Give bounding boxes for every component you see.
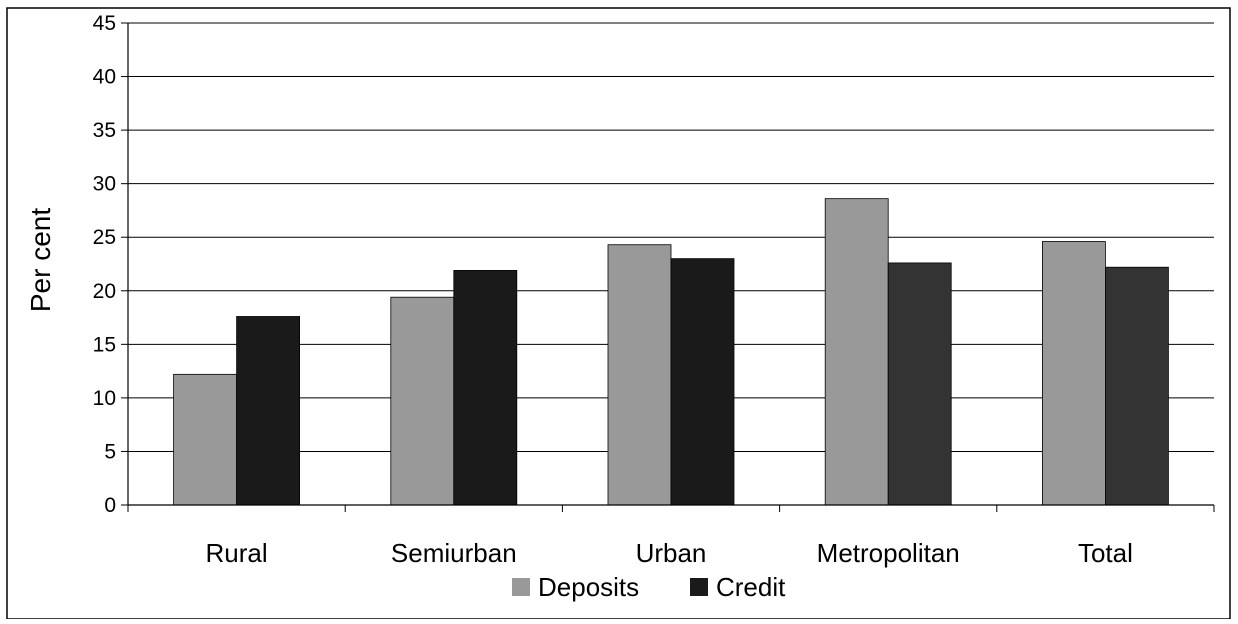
y-tick-label: 45 [93, 12, 116, 35]
y-tick-label: 40 [93, 66, 116, 89]
bar-deposits-rural [174, 374, 237, 505]
y-tick-label: 15 [93, 333, 116, 356]
y-tick-label: 30 [93, 173, 116, 196]
bar-credit-metropolitan [888, 263, 951, 505]
x-category-label: Semiurban [391, 538, 517, 568]
legend-swatch-credit [690, 578, 708, 596]
y-axis-title: Per cent [25, 208, 56, 312]
y-tick-label: 35 [93, 119, 116, 142]
x-category-label: Urban [636, 538, 707, 568]
y-tick-label: 0 [104, 494, 116, 517]
bar-credit-urban [671, 259, 734, 505]
bar-deposits-total [1042, 242, 1105, 505]
bar-deposits-urban [608, 245, 671, 505]
legend-swatch-deposits [512, 578, 530, 596]
bar-deposits-metropolitan [825, 199, 888, 505]
bar-deposits-semiurban [391, 297, 454, 505]
x-category-label: Metropolitan [817, 538, 960, 568]
y-tick-label: 20 [93, 280, 116, 303]
bar-credit-rural [237, 316, 300, 505]
bar-credit-semiurban [454, 270, 517, 505]
y-tick-label: 25 [93, 226, 116, 249]
legend-label-credit: Credit [716, 572, 786, 602]
bar-credit-total [1105, 267, 1168, 505]
x-category-label: Total [1078, 538, 1133, 568]
y-tick-label: 5 [104, 440, 116, 463]
y-tick-label: 10 [93, 387, 116, 410]
legend-label-deposits: Deposits [538, 572, 639, 602]
x-category-label: Rural [206, 538, 268, 568]
